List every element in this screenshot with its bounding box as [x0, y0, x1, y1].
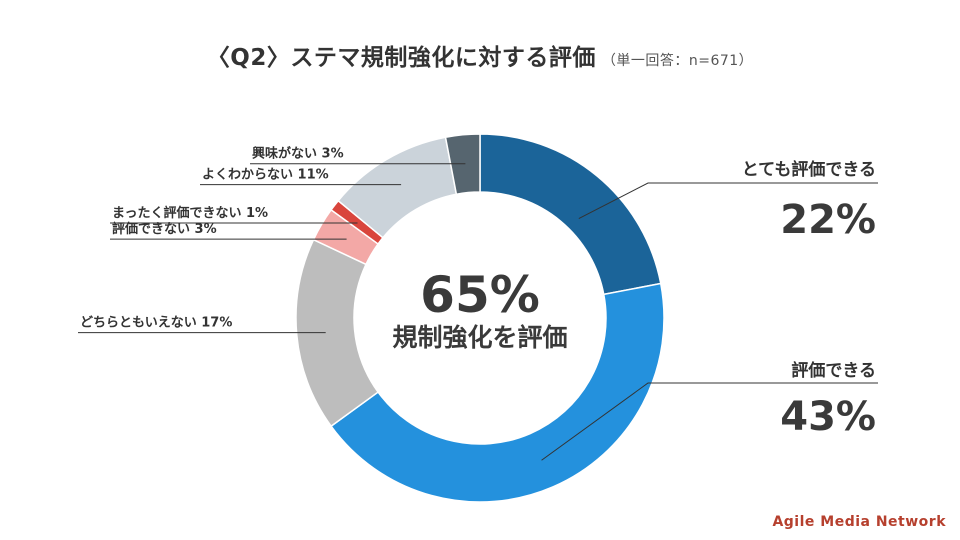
chart-subtitle: （単一回答：n=671） — [601, 53, 754, 69]
center-caption: 規制強化を評価 — [392, 323, 567, 352]
chart-title: 〈Q2〉ステマ規制強化に対する評価 （単一回答：n=671） — [0, 38, 960, 72]
slice-3-label: どちらともいえない 17% — [80, 316, 232, 331]
slice-7-label: 興味がない 3% — [252, 146, 344, 162]
center-value: 65% — [420, 266, 540, 324]
leader-lines — [78, 163, 878, 461]
slice-1-label: とても評価できる — [742, 159, 876, 180]
slice-4-label: 評価できない 3% — [112, 221, 217, 237]
slice-2-leader-line — [541, 382, 878, 461]
slice-2-value-label: 43% — [780, 394, 876, 440]
slice-5-label: まったく評価できない 1% — [112, 205, 268, 221]
slice-1-value-label: 22% — [780, 197, 876, 243]
slice-6-label: よくわからない 11% — [202, 168, 329, 183]
slice-1-leader-line — [578, 182, 878, 220]
slice-2-label: 評価できる — [791, 360, 876, 381]
brand-logo-text: Agile Media Network — [772, 514, 946, 530]
slice-labels: とても評価できる 22% 評価できる 43% どちらともいえない 17% 評価できない 3… — [80, 146, 876, 440]
chart-title-main: 〈Q2〉ステマ規制強化に対する評価 — [206, 45, 596, 71]
donut-slices — [295, 133, 665, 503]
slice-2-arc — [330, 282, 665, 503]
